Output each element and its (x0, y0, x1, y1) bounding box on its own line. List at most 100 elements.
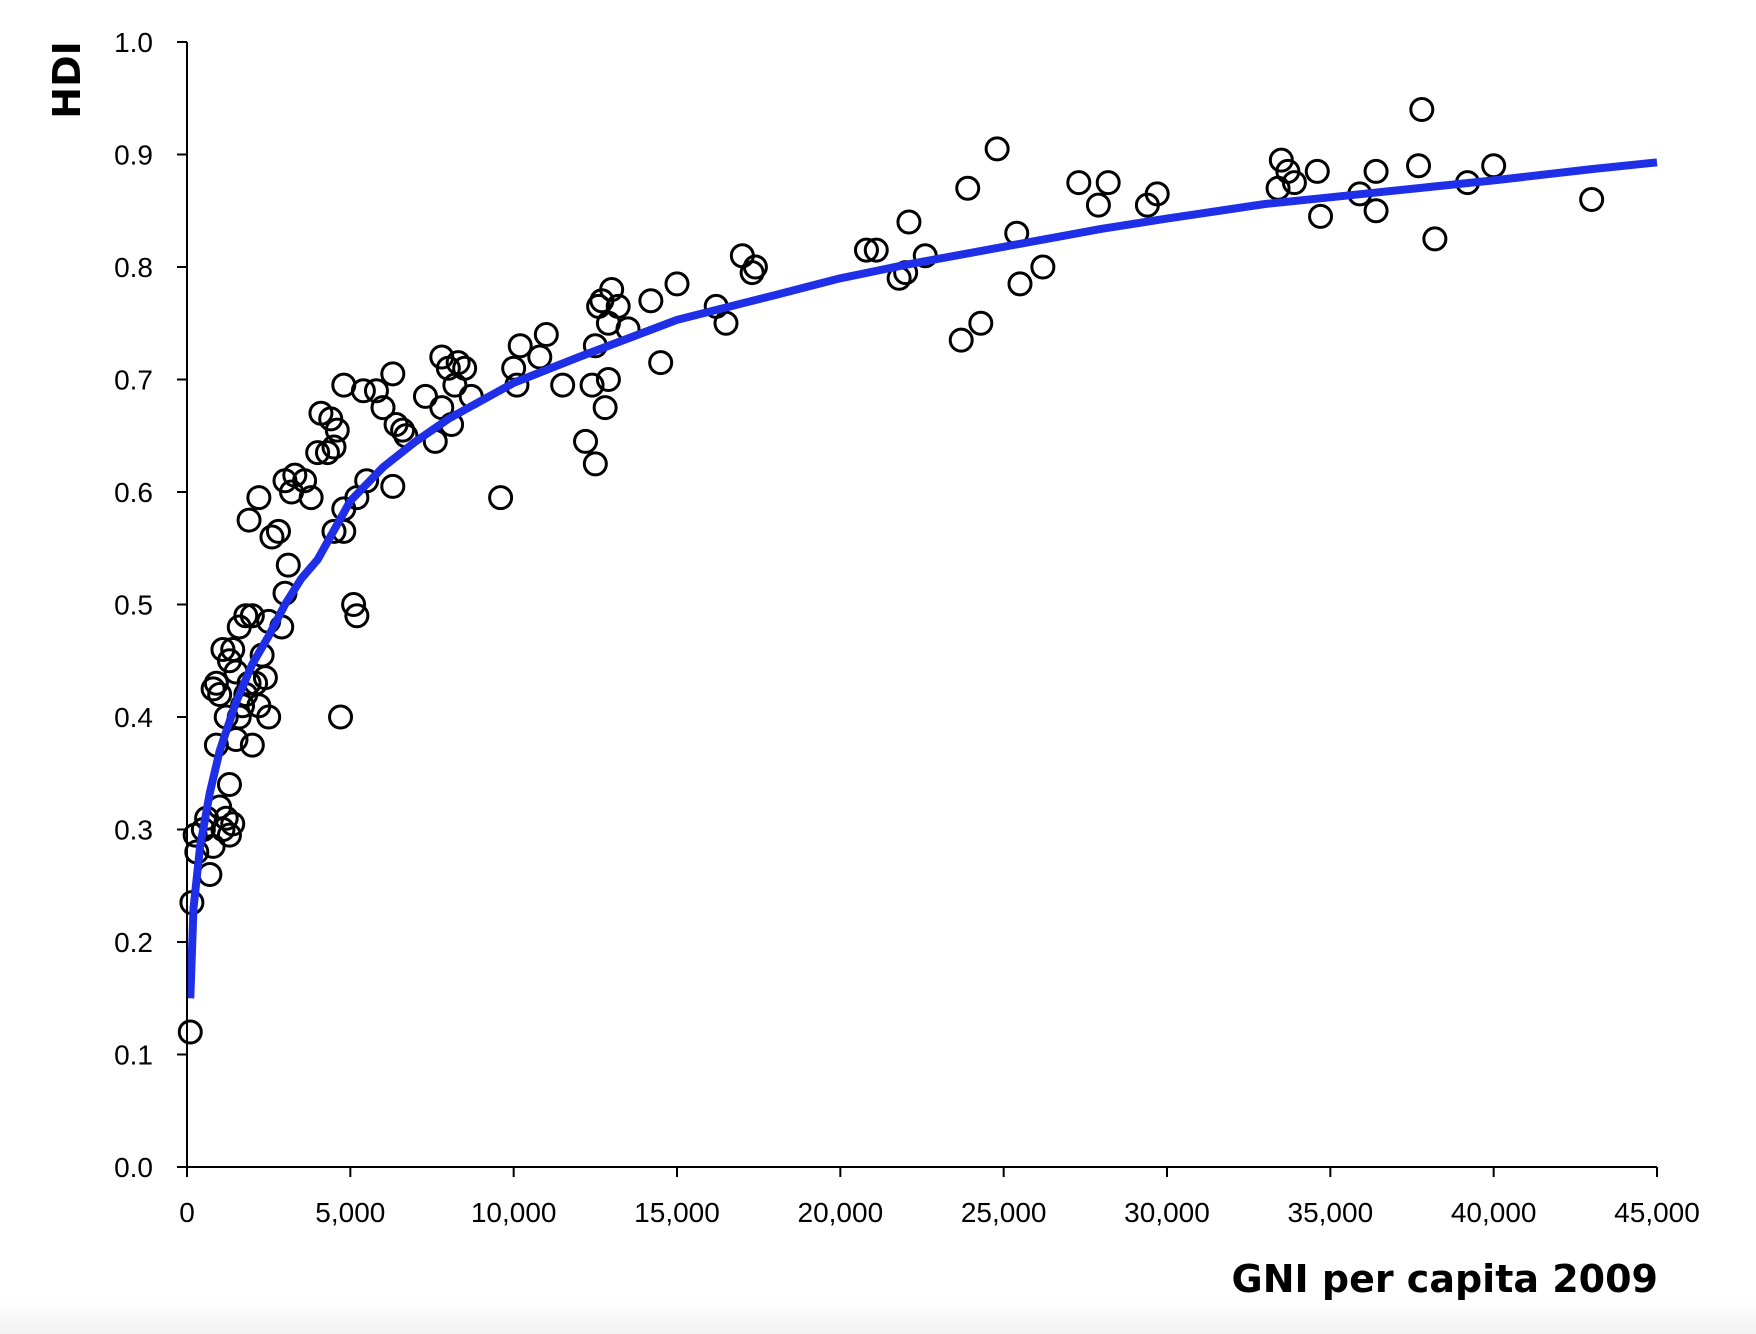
y-tick-label: 0.0 (114, 1152, 153, 1183)
x-axis-title: GNI per capita 2009 (1232, 1257, 1659, 1301)
y-tick-label: 1.0 (114, 27, 153, 58)
data-point (314, 440, 340, 466)
data-point (713, 310, 739, 336)
data-point (1281, 170, 1307, 196)
data-point (1308, 203, 1334, 229)
data-point (984, 136, 1010, 162)
data-point (213, 805, 239, 831)
data-point (328, 704, 354, 730)
data-point (354, 468, 380, 494)
data-point (239, 732, 265, 758)
data-point (1030, 254, 1056, 280)
y-tick-label: 0.3 (114, 815, 153, 846)
data-point (863, 237, 889, 263)
data-point (1144, 181, 1170, 207)
data-point (527, 344, 553, 370)
data-point (265, 518, 291, 544)
data-point (948, 327, 974, 353)
x-tick-label: 35,000 (1288, 1197, 1374, 1228)
data-point (363, 378, 389, 404)
y-tick-label: 0.2 (114, 927, 153, 958)
x-tick-label: 10,000 (471, 1197, 557, 1228)
x-tick-label: 5,000 (315, 1197, 385, 1228)
y-tick-label: 0.6 (114, 477, 153, 508)
data-point (324, 417, 350, 443)
data-point (256, 704, 282, 730)
x-tick-label: 0 (179, 1197, 195, 1228)
data-point (592, 395, 618, 421)
data-point (488, 485, 514, 511)
data-point (968, 310, 994, 336)
x-tick-label: 40,000 (1451, 1197, 1537, 1228)
data-point (370, 395, 396, 421)
data-point (1363, 158, 1389, 184)
axes: 0.0 0.1 0.2 0.3 0.4 0.5 0.6 0.7 0.8 0.9 1.0 0 5,000… (114, 27, 1700, 1228)
data-point (1066, 170, 1092, 196)
data-point (1085, 192, 1111, 218)
y-tick-label: 0.4 (114, 702, 153, 733)
data-point (1579, 187, 1605, 212)
data-point (1095, 170, 1121, 196)
data-point (321, 434, 347, 460)
data-point (664, 271, 690, 297)
data-point (197, 862, 223, 887)
plot-area (177, 97, 1658, 1045)
x-tick-label: 25,000 (961, 1197, 1047, 1228)
data-point (236, 507, 262, 533)
x-axis-ticks: 0 5,000 10,000 15,000 20,000 25,000 30,000 35,0… (179, 1167, 1700, 1228)
data-point (344, 603, 370, 629)
data-point (582, 451, 608, 477)
data-point (207, 682, 233, 707)
trend-line (186, 158, 1658, 999)
data-point (507, 333, 533, 359)
data-point (412, 383, 438, 409)
data-point (579, 372, 605, 398)
data-point (648, 350, 674, 376)
data-point (638, 288, 664, 314)
data-point (599, 277, 625, 302)
y-tick-label: 0.8 (114, 252, 153, 283)
data-point (177, 1019, 203, 1045)
x-tick-label: 30,000 (1124, 1197, 1210, 1228)
data-point (259, 524, 285, 550)
data-point (1406, 153, 1432, 179)
data-point (452, 355, 478, 381)
data-point (445, 350, 471, 376)
x-tick-label: 45,000 (1614, 1197, 1700, 1228)
data-point (896, 209, 922, 235)
data-point (341, 592, 367, 617)
y-axis-ticks: 0.0 0.1 0.2 0.3 0.4 0.5 0.6 0.7 0.8 0.9 1.0 (114, 27, 187, 1183)
data-point (220, 811, 246, 837)
data-point (1363, 198, 1389, 224)
data-point (203, 670, 229, 696)
scatter-series (177, 97, 1605, 1045)
y-tick-label: 0.7 (114, 365, 153, 396)
data-point (216, 822, 242, 848)
data-point (233, 603, 259, 629)
y-axis-title: HDI (45, 41, 89, 118)
data-point (380, 473, 406, 499)
data-point (1007, 271, 1033, 297)
data-point (533, 322, 559, 347)
data-point (321, 518, 347, 544)
window-bottom-edge (0, 1300, 1756, 1334)
data-point (305, 440, 331, 466)
data-point (298, 485, 324, 511)
data-point (239, 603, 265, 629)
data-point (216, 772, 242, 797)
data-point (1422, 226, 1448, 252)
data-point (550, 372, 576, 398)
x-tick-label: 15,000 (634, 1197, 720, 1228)
data-point (252, 665, 278, 691)
data-point (275, 552, 301, 578)
data-point (742, 254, 768, 280)
data-point (350, 378, 376, 404)
data-point (1409, 97, 1435, 122)
y-tick-label: 0.9 (114, 140, 153, 171)
data-point (853, 237, 879, 263)
data-point (1481, 153, 1507, 179)
data-point (380, 361, 406, 387)
x-tick-label: 20,000 (798, 1197, 884, 1228)
data-point (595, 367, 621, 392)
